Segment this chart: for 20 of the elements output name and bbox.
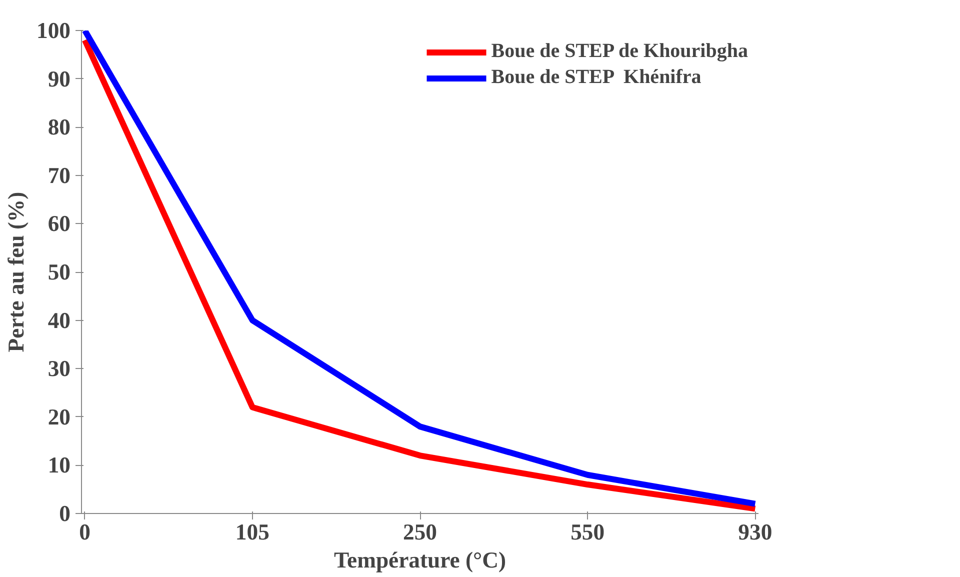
y-tick-label: 60 [48,211,70,236]
y-tick-label: 40 [48,308,70,333]
y-tick-label: 50 [48,260,70,284]
y-tick-label: 0 [59,501,70,526]
y-axis-title: Perte au feu (%) [4,192,29,352]
x-axis-title: Température (°C) [334,548,506,572]
y-tick-label: 20 [48,404,70,430]
x-tick-label: 250 [403,520,437,544]
x-tick-label: 550 [570,520,605,544]
y-tick-label: 80 [48,114,70,140]
x-tick-label: 105 [235,520,270,544]
x-tick-label: 0 [79,520,91,544]
legend-label: Boue de STEP de Khouribgha [491,40,748,63]
y-tick-label: 30 [48,356,70,382]
y-tick-label: 90 [48,66,70,92]
y-tick-label: 70 [48,162,70,188]
y-tick-label: 100 [36,18,70,43]
x-tick-label: 930 [738,520,772,544]
legend-label: Boue de STEP Khénifra [491,66,702,89]
y-tick-label: 10 [48,452,70,478]
